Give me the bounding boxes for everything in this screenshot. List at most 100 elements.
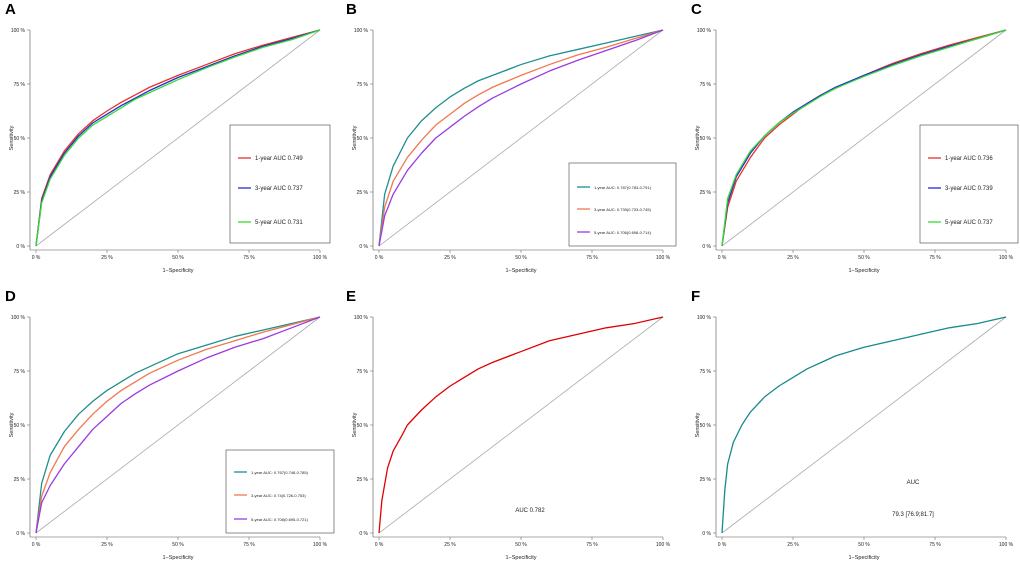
y-tick-label: 25 %	[357, 477, 369, 483]
chance-diagonal	[378, 316, 664, 534]
x-axis-label: 1−Specificity	[848, 268, 879, 274]
legend-label: 1-year AUC: 0.787(0.783-0.791)	[594, 185, 652, 190]
panel-label: F	[691, 288, 700, 305]
panel-label: E	[346, 288, 356, 305]
roc-curve-2	[378, 29, 664, 247]
y-tick-label: 100 %	[697, 315, 712, 321]
legend: 1-year AUC 0.736 3-year AUC 0.739 5-year A…	[919, 124, 1019, 244]
panel-e: E 0 % 0 % 25 % 25 % 50 % 50 % 75 % 75 % 100 % 100 …	[346, 288, 671, 561]
annotation-value: AUC 0.782	[515, 508, 545, 514]
annotation-title: AUC	[907, 480, 920, 486]
legend-label: 5-year AUC 0.737	[945, 220, 993, 226]
x-tick-label: 100 %	[313, 542, 328, 548]
y-axis-label: Sensitivity	[352, 412, 358, 437]
x-tick-label: 75 %	[243, 542, 255, 548]
y-tick-label: 0 %	[702, 244, 711, 250]
legend-label: 1-year AUC 0.736	[945, 156, 993, 162]
y-tick-label: 25 %	[14, 190, 26, 196]
roc-curve-3	[378, 29, 664, 247]
legend-label: 3-year AUC 0.739	[945, 186, 993, 192]
y-tick-label: 75 %	[14, 82, 26, 88]
roc-curve-1	[721, 316, 1007, 534]
x-tick-label: 50 %	[172, 255, 184, 261]
x-tick-label: 100 %	[313, 255, 328, 261]
roc-curve-2	[721, 29, 1007, 247]
x-tick-label: 75 %	[929, 542, 941, 548]
chance-diagonal	[35, 29, 321, 247]
y-tick-label: 75 %	[700, 369, 712, 375]
legend-label: 5-year AUC: 0.706(0.698-0.714)	[594, 230, 652, 235]
x-tick-label: 0 %	[375, 255, 384, 261]
x-tick-label: 25 %	[444, 255, 456, 261]
y-tick-label: 75 %	[14, 369, 26, 375]
y-tick-label: 25 %	[357, 190, 369, 196]
x-tick-label: 75 %	[243, 255, 255, 261]
y-tick-label: 50 %	[14, 423, 26, 429]
x-tick-label: 50 %	[172, 542, 184, 548]
legend-box	[229, 124, 331, 244]
y-tick-label: 0 %	[359, 531, 368, 537]
y-axis-label: Sensitivity	[9, 125, 15, 150]
x-axis-label: 1−Specificity	[162, 268, 193, 274]
chance-diagonal	[721, 29, 1007, 247]
legend-label: 3-year AUC 0.737	[255, 186, 303, 192]
y-tick-label: 75 %	[700, 82, 712, 88]
y-tick-label: 50 %	[357, 136, 369, 142]
y-tick-label: 100 %	[697, 28, 712, 34]
x-tick-label: 25 %	[787, 542, 799, 548]
x-tick-label: 50 %	[515, 255, 527, 261]
x-tick-label: 75 %	[586, 255, 598, 261]
y-tick-label: 0 %	[16, 244, 25, 250]
annotation-value: 79.3 [76.9;81.7]	[892, 512, 934, 518]
x-axis-label: 1−Specificity	[848, 555, 879, 561]
y-tick-label: 100 %	[354, 315, 369, 321]
x-tick-label: 100 %	[999, 255, 1014, 261]
legend-label: 5-year AUC: 0.708(0.695-0.721)	[251, 517, 309, 522]
x-axis-label: 1−Specificity	[162, 555, 193, 561]
y-tick-label: 25 %	[700, 190, 712, 196]
y-tick-label: 75 %	[357, 369, 369, 375]
chance-diagonal	[721, 316, 1007, 534]
panel-label: C	[691, 1, 702, 18]
y-tick-label: 0 %	[359, 244, 368, 250]
x-tick-label: 100 %	[999, 542, 1014, 548]
x-axis-label: 1−Specificity	[505, 268, 536, 274]
x-tick-label: 25 %	[101, 542, 113, 548]
x-tick-label: 25 %	[101, 255, 113, 261]
roc-curve-1	[378, 29, 664, 247]
roc-curve-1	[35, 29, 321, 247]
y-axis-label: Sensitivity	[695, 125, 701, 150]
x-tick-label: 0 %	[375, 542, 384, 548]
panel-label: B	[346, 1, 357, 18]
legend: 1-year AUC: 0.767(0.748-0.785) 3-year AUC…	[225, 449, 335, 534]
y-tick-label: 50 %	[14, 136, 26, 142]
y-tick-label: 0 %	[16, 531, 25, 537]
legend-label: 3-year AUC: 0.74(0.726-0.753)	[251, 493, 306, 498]
legend-label: 5-year AUC 0.731	[255, 220, 303, 226]
x-tick-label: 100 %	[656, 542, 671, 548]
legend: 1-year AUC: 0.787(0.783-0.791) 3-year AUC…	[568, 162, 677, 247]
roc-curve-2	[35, 316, 321, 534]
x-tick-label: 75 %	[586, 542, 598, 548]
x-axis-label: 1−Specificity	[505, 555, 536, 561]
x-tick-label: 0 %	[32, 542, 41, 548]
x-tick-label: 75 %	[929, 255, 941, 261]
panel-f: F 0 % 0 % 25 % 25 % 50 % 50 % 75 % 75 % 100 % 100 …	[691, 288, 1014, 561]
y-tick-label: 100 %	[354, 28, 369, 34]
legend-label: 1-year AUC 0.749	[255, 156, 303, 162]
panel-c: C 0 % 0 % 25 % 25 % 50 % 50 % 75 % 75 % 100 % 100 …	[691, 1, 1019, 274]
x-tick-label: 50 %	[858, 542, 870, 548]
panel-b: B 0 % 0 % 25 % 25 % 50 % 50 % 75 % 75 % 100 % 100 …	[346, 1, 677, 274]
x-tick-label: 50 %	[858, 255, 870, 261]
x-tick-label: 0 %	[718, 542, 727, 548]
legend-box	[919, 124, 1019, 244]
x-tick-label: 0 %	[718, 255, 727, 261]
legend: 1-year AUC 0.749 3-year AUC 0.737 5-year A…	[229, 124, 331, 244]
y-tick-label: 50 %	[357, 423, 369, 429]
y-tick-label: 75 %	[357, 82, 369, 88]
panel-label: A	[5, 1, 16, 18]
chance-diagonal	[35, 316, 321, 534]
y-tick-label: 25 %	[14, 477, 26, 483]
y-axis-label: Sensitivity	[695, 412, 701, 437]
legend-label: 1-year AUC: 0.767(0.748-0.785)	[251, 470, 309, 475]
